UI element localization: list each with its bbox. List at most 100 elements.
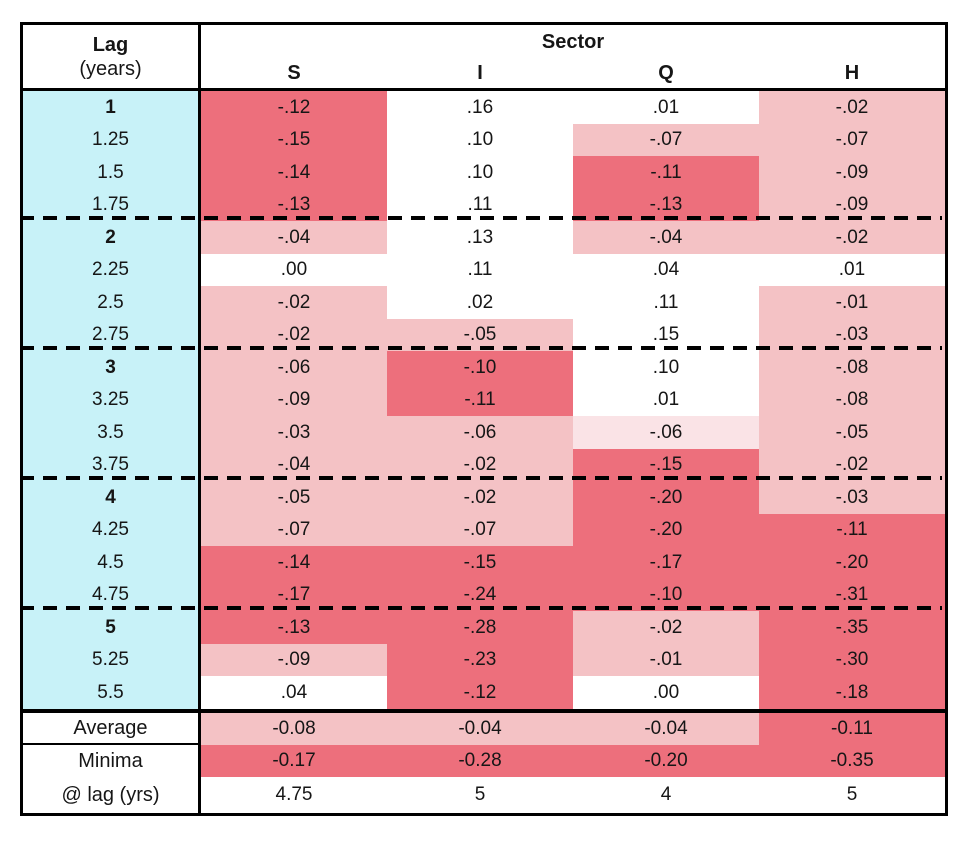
value-cell-q: .11 bbox=[573, 286, 759, 319]
column-header-q: Q bbox=[573, 58, 759, 91]
at-lag-value-i: 5 bbox=[387, 776, 573, 813]
average-value-s: -0.08 bbox=[201, 708, 387, 745]
lag-cell: 4.5 bbox=[23, 546, 201, 579]
minima-label: Minima bbox=[78, 749, 143, 772]
sector-group-header: Sector bbox=[541, 30, 605, 53]
value-cell-i: .10 bbox=[387, 123, 573, 156]
lag-cell: 2 bbox=[23, 221, 201, 254]
value-cell-i: -.28 bbox=[387, 611, 573, 644]
value-cell-i: .16 bbox=[387, 91, 573, 124]
value-cell-i: -.12 bbox=[387, 676, 573, 709]
minima-value-q: -0.20 bbox=[573, 744, 759, 777]
value-cell-s: -.07 bbox=[201, 513, 387, 546]
value-cell-s: -.15 bbox=[201, 123, 387, 156]
value-cell-h: -.02 bbox=[759, 91, 945, 124]
value-cell-h: -.08 bbox=[759, 351, 945, 384]
value-cell-s: -.13 bbox=[201, 188, 387, 221]
value-cell-q: .00 bbox=[573, 676, 759, 709]
lag-cell: 5 bbox=[23, 611, 201, 644]
at-lag-label: @ lag (yrs) bbox=[61, 783, 160, 806]
lag-cell: 4.75 bbox=[23, 578, 201, 611]
minima-value-s: -0.17 bbox=[201, 744, 387, 777]
value-cell-h: -.03 bbox=[759, 318, 945, 351]
average-value-h: -0.11 bbox=[759, 708, 945, 745]
value-cell-s: -.17 bbox=[201, 578, 387, 611]
value-cell-i: .11 bbox=[387, 253, 573, 286]
minima-value-h: -0.35 bbox=[759, 744, 945, 777]
lag-cell: 4 bbox=[23, 481, 201, 514]
value-cell-q: .15 bbox=[573, 318, 759, 351]
value-cell-i: .02 bbox=[387, 286, 573, 319]
at-lag-value-h: 5 bbox=[759, 776, 945, 813]
minima-value-i: -0.28 bbox=[387, 744, 573, 777]
column-header-i: I bbox=[387, 58, 573, 91]
value-cell-h: -.09 bbox=[759, 156, 945, 189]
value-cell-i: .13 bbox=[387, 221, 573, 254]
value-cell-s: -.12 bbox=[201, 91, 387, 124]
value-cell-h: -.35 bbox=[759, 611, 945, 644]
value-cell-q: -.11 bbox=[573, 156, 759, 189]
value-cell-s: -.05 bbox=[201, 481, 387, 514]
value-cell-h: -.05 bbox=[759, 416, 945, 449]
lag-cell: 2.25 bbox=[23, 253, 201, 286]
value-cell-q: -.07 bbox=[573, 123, 759, 156]
value-cell-i: -.07 bbox=[387, 513, 573, 546]
heatmap-grid: Lag (years) Sector S I Q H 1 -.12.16.01 -.02 1.… bbox=[20, 22, 948, 816]
value-cell-h: -.18 bbox=[759, 676, 945, 709]
value-cell-i: -.15 bbox=[387, 546, 573, 579]
value-cell-h: -.01 bbox=[759, 286, 945, 319]
value-cell-s: -.14 bbox=[201, 156, 387, 189]
value-cell-h: -.09 bbox=[759, 188, 945, 221]
value-cell-h: -.20 bbox=[759, 546, 945, 579]
value-cell-i: -.02 bbox=[387, 448, 573, 481]
value-cell-h: -.08 bbox=[759, 383, 945, 416]
value-cell-h: .01 bbox=[759, 253, 945, 286]
value-cell-s: .00 bbox=[201, 253, 387, 286]
value-cell-q: -.04 bbox=[573, 221, 759, 254]
value-cell-i: -.11 bbox=[387, 383, 573, 416]
value-cell-q: -.20 bbox=[573, 481, 759, 514]
average-value-i: -0.04 bbox=[387, 708, 573, 745]
lag-cell: 5.5 bbox=[23, 676, 201, 709]
lag-cell: 2.75 bbox=[23, 318, 201, 351]
lag-sector-correlation-table: Lag (years) Sector S I Q H 1 -.12.16.01 -.02 1.… bbox=[20, 22, 948, 816]
value-cell-i: .11 bbox=[387, 188, 573, 221]
lag-cell: 1 bbox=[23, 91, 201, 124]
value-cell-s: -.13 bbox=[201, 611, 387, 644]
lag-cell: 2.5 bbox=[23, 286, 201, 319]
value-cell-s: -.09 bbox=[201, 383, 387, 416]
value-cell-q: .01 bbox=[573, 383, 759, 416]
lag-cell: 4.25 bbox=[23, 513, 201, 546]
value-cell-i: -.10 bbox=[387, 351, 573, 384]
column-header-s: S bbox=[201, 58, 387, 91]
lag-cell: 3 bbox=[23, 351, 201, 384]
average-label: Average bbox=[23, 708, 201, 745]
value-cell-s: -.02 bbox=[201, 318, 387, 351]
value-cell-i: -.05 bbox=[387, 318, 573, 351]
value-cell-i: -.06 bbox=[387, 416, 573, 449]
value-cell-s: -.14 bbox=[201, 546, 387, 579]
value-cell-s: .04 bbox=[201, 676, 387, 709]
lag-cell: 1.5 bbox=[23, 156, 201, 189]
value-cell-i: -.23 bbox=[387, 643, 573, 676]
value-cell-s: -.03 bbox=[201, 416, 387, 449]
lag-cell: 3.75 bbox=[23, 448, 201, 481]
minima-at-lag-label: Minima @ lag (yrs) bbox=[23, 744, 201, 813]
value-cell-q: -.02 bbox=[573, 611, 759, 644]
value-cell-h: -.31 bbox=[759, 578, 945, 611]
value-cell-i: .10 bbox=[387, 156, 573, 189]
value-cell-s: -.09 bbox=[201, 643, 387, 676]
at-lag-value-s: 4.75 bbox=[201, 776, 387, 813]
lag-cell: 3.25 bbox=[23, 383, 201, 416]
lag-cell: 1.75 bbox=[23, 188, 201, 221]
value-cell-q: -.10 bbox=[573, 578, 759, 611]
lag-cell: 1.25 bbox=[23, 123, 201, 156]
value-cell-s: -.06 bbox=[201, 351, 387, 384]
lag-cell: 5.25 bbox=[23, 643, 201, 676]
value-cell-s: -.02 bbox=[201, 286, 387, 319]
at-lag-value-q: 4 bbox=[573, 776, 759, 813]
value-cell-s: -.04 bbox=[201, 221, 387, 254]
column-header-h: H bbox=[759, 58, 945, 91]
value-cell-q: .10 bbox=[573, 351, 759, 384]
lag-header-subtitle: (years) bbox=[79, 57, 142, 80]
